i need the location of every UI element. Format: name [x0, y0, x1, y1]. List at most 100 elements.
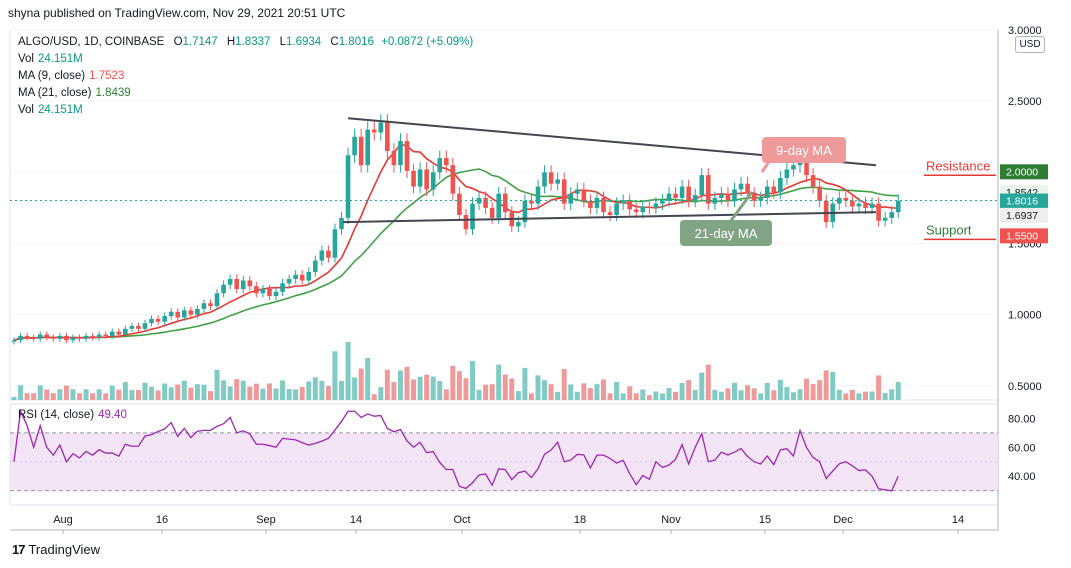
candle-body	[273, 291, 279, 297]
volume-bar	[450, 365, 456, 400]
currency-button[interactable]: USD	[1015, 36, 1045, 53]
candle-body	[876, 203, 881, 221]
candle-body	[706, 175, 711, 204]
price-badge-label: 1.8016	[1006, 196, 1038, 208]
volume-bar	[280, 380, 286, 400]
volume-bar	[234, 379, 240, 400]
candle-body	[640, 206, 646, 213]
candle-body	[581, 189, 587, 201]
volume-bar	[96, 389, 102, 400]
volume-bar	[777, 379, 783, 400]
volume-bar	[895, 382, 901, 400]
legend-vol-2[interactable]: Vol 24.151M	[18, 104, 83, 116]
volume-bar	[849, 389, 855, 400]
volume-bar	[286, 389, 292, 400]
candle-body	[843, 197, 849, 201]
candle-body	[673, 193, 678, 198]
x-tick-label: Aug	[53, 514, 73, 526]
volume-bar	[83, 389, 89, 400]
x-tick-label: 14	[350, 514, 362, 526]
candle-body	[633, 209, 639, 213]
volume-bar	[555, 392, 561, 400]
volume-bar	[732, 382, 737, 400]
volume-bar	[57, 389, 63, 400]
volume-bar	[758, 393, 764, 400]
candle-body	[692, 195, 698, 201]
ma21-callout-box	[680, 220, 772, 246]
candle-body	[758, 197, 763, 201]
volume-bar	[483, 384, 489, 400]
legend-ma21[interactable]: MA (21, close) 1.8439	[18, 87, 131, 99]
volume-bar	[70, 389, 76, 400]
candle-body	[516, 222, 521, 227]
volume-bar	[633, 393, 639, 400]
volume-bar	[823, 370, 829, 400]
candle-body	[476, 197, 482, 204]
volume-bar	[339, 381, 344, 400]
volume-bar	[614, 381, 620, 400]
x-tick-label: 16	[156, 514, 168, 526]
candle-body	[175, 311, 181, 318]
candle-body	[155, 318, 161, 322]
candle-body	[44, 334, 50, 338]
volume-bar	[515, 391, 521, 400]
volume-bar	[489, 384, 495, 400]
legend-value: 1.7523	[89, 70, 125, 82]
symbol-name[interactable]: ALGO/USD, 1D, COINBASE	[18, 36, 165, 48]
candle-body	[227, 279, 233, 285]
rsi-line	[13, 408, 899, 492]
candle-body	[660, 200, 665, 204]
candle-body	[699, 175, 705, 196]
volume-bar	[122, 382, 128, 400]
rsi-legend[interactable]: RSI (14, close) 49.40	[18, 409, 127, 421]
legend-value: 24.151M	[38, 53, 83, 65]
candle-body	[745, 183, 750, 194]
volume-bar	[437, 381, 443, 400]
volume-bar	[299, 387, 305, 400]
x-tick-label: 15	[759, 514, 771, 526]
candle-body	[116, 331, 122, 335]
volume-bar	[319, 380, 325, 400]
candle-body	[804, 158, 809, 176]
volume-bar	[44, 389, 50, 400]
volume-bar	[371, 394, 377, 400]
volume-bar	[797, 389, 803, 400]
candle-body	[247, 280, 253, 287]
candle-body	[109, 331, 115, 336]
candle-body	[70, 337, 76, 341]
candle-body	[293, 274, 298, 280]
candle-body	[778, 178, 783, 193]
rsi-label: RSI (14, close)	[18, 409, 95, 421]
x-tick-label: 14	[952, 514, 964, 526]
candle-body	[313, 260, 318, 272]
volume-bar	[253, 383, 259, 400]
legend-label: MA (21, close)	[18, 87, 92, 99]
volume-bar	[869, 391, 875, 400]
candle-body	[391, 150, 397, 166]
candle-body	[267, 289, 272, 297]
legend-vol[interactable]: Vol 24.151M	[18, 53, 83, 65]
volume-bar	[542, 380, 548, 400]
candle-body	[712, 197, 718, 204]
volume-bar	[24, 393, 30, 400]
volume-bar	[470, 361, 475, 400]
candle-body	[719, 193, 724, 198]
candle-body	[83, 335, 89, 339]
volume-bar	[247, 386, 253, 400]
candle-body	[96, 334, 102, 338]
legend-ma9[interactable]: MA (9, close) 1.7523	[18, 70, 124, 82]
tradingview-logo[interactable]: 17 TradingView	[12, 542, 100, 557]
volume-bar	[699, 372, 705, 400]
volume-bar	[181, 380, 187, 400]
volume-bar	[411, 379, 417, 400]
volume-bar	[863, 391, 868, 400]
publish-header: shyna published on TradingView.com, Nov …	[8, 6, 346, 20]
candle-body	[404, 141, 410, 171]
volume-bar	[817, 380, 823, 400]
candle-body	[31, 337, 36, 339]
x-tick-label: Nov	[661, 514, 681, 526]
volume-bar	[77, 393, 82, 400]
candle-body	[24, 335, 30, 338]
candle-body	[450, 165, 456, 194]
candle-body	[764, 186, 770, 198]
